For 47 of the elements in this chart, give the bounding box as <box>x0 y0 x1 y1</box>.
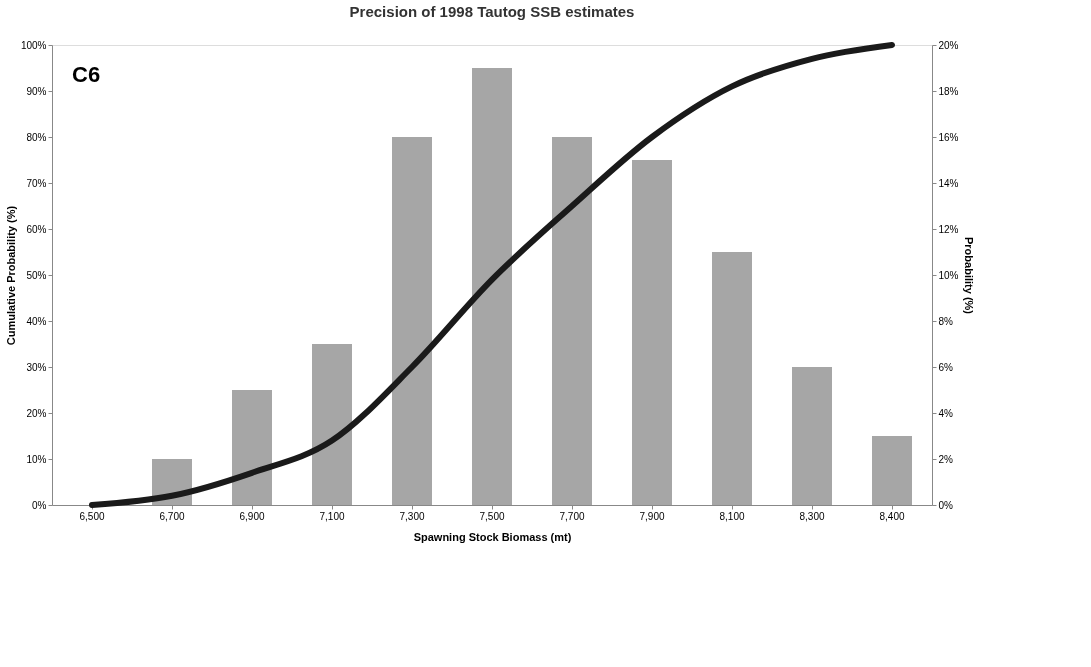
x-tick-label: 7,100 <box>319 510 345 522</box>
y-tick-label: 20% <box>26 407 47 419</box>
y2-tick-label: 8% <box>938 315 954 327</box>
x-tick-label: 6,700 <box>159 510 185 522</box>
y2-tick-label: 18% <box>938 85 959 97</box>
y2-tick-label: 4% <box>938 407 954 419</box>
x-tick-label: 7,900 <box>639 510 665 522</box>
bar <box>472 68 512 505</box>
y-tick-label: 70% <box>26 177 47 189</box>
y-tick-label: 40% <box>26 315 47 327</box>
x-tick-label: 6,900 <box>239 510 265 522</box>
y2-tick-label: 2% <box>938 453 954 465</box>
x-axis-title: Spawning Stock Biomass (mt) <box>413 530 572 543</box>
x-tick-label: 8,300 <box>799 510 825 522</box>
y-tick-label: 30% <box>26 361 47 373</box>
bar <box>312 344 352 505</box>
y-tick-label: 50% <box>26 269 47 281</box>
y2-tick-label: 12% <box>938 223 959 235</box>
y-tick-label: 80% <box>26 131 47 143</box>
y-tick-label: 10% <box>26 453 47 465</box>
x-tick-label: 7,300 <box>399 510 425 522</box>
y-tick-label: 60% <box>26 223 47 235</box>
chart-title: Precision of 1998 Tautog SSB estimates <box>349 3 635 20</box>
bar <box>552 137 592 505</box>
y2-tick-label: 6% <box>938 361 954 373</box>
bar <box>632 160 672 505</box>
y2-axis-title: Probability (%) <box>962 236 975 315</box>
y-tick-label: 0% <box>32 499 47 511</box>
y2-tick-label: 0% <box>938 499 954 511</box>
y2-tick-label: 10% <box>938 269 959 281</box>
y2-tick-label: 16% <box>938 131 959 143</box>
annotation: C6 <box>72 62 101 87</box>
bar <box>872 436 912 505</box>
bar <box>392 137 432 505</box>
bar <box>792 367 832 505</box>
y2-tick-label: 14% <box>938 177 959 189</box>
y2-tick-label: 20% <box>938 39 959 51</box>
y-tick-label: 90% <box>26 85 47 97</box>
y-tick-label: 100% <box>20 39 47 51</box>
bar <box>232 390 272 505</box>
x-tick-label: 7,500 <box>479 510 505 522</box>
x-tick-label: 6,500 <box>79 510 105 522</box>
x-tick-label: 7,700 <box>559 510 585 522</box>
x-tick-label: 8,400 <box>879 510 905 522</box>
x-tick-label: 8,100 <box>719 510 745 522</box>
y-axis-title: Cumulative Probability (%) <box>4 205 17 346</box>
bar <box>712 252 752 505</box>
